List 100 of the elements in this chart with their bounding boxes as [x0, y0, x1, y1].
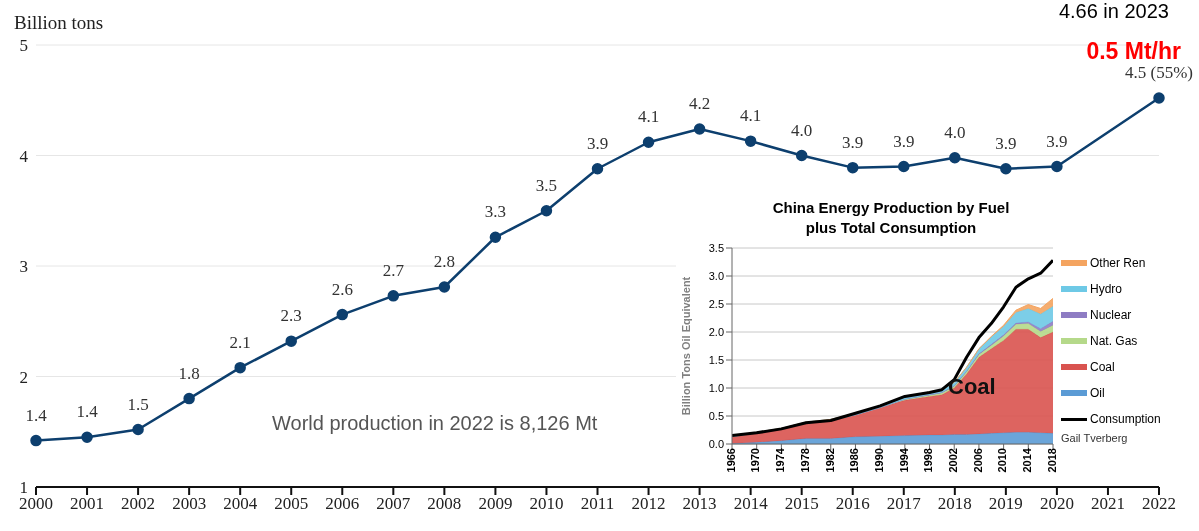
x-tick-label: 2010 — [996, 448, 1009, 473]
x-tick-label: 2016 — [835, 494, 870, 514]
point — [846, 161, 859, 174]
x-tick-label: 2011 — [580, 494, 615, 514]
x-tick-label: 1978 — [798, 448, 811, 473]
point — [540, 205, 553, 217]
annotation: Coal — [948, 374, 996, 400]
legend-label: Coal — [1090, 360, 1115, 374]
data-label: 1.4 — [25, 405, 48, 425]
x-tick-label: 2010 — [529, 494, 564, 514]
x-tick-label: 2015 — [784, 494, 819, 514]
point — [285, 335, 297, 347]
data-label: 1.8 — [178, 363, 200, 383]
x-tick-label: 2014 — [1021, 447, 1034, 473]
x-tick-label: 2019 — [988, 494, 1023, 514]
x-tick-label: 2003 — [172, 494, 207, 514]
y-tick-label: 1.5 — [708, 353, 724, 366]
point — [336, 308, 349, 321]
data-label: 4.1 — [637, 107, 660, 127]
point — [744, 135, 757, 147]
chart-title: China Energy Production by Fuel plus Total Consumption — [771, 198, 1011, 238]
data-label: 3.9 — [842, 132, 864, 152]
y-tick-label: 3 — [19, 257, 28, 277]
point — [132, 423, 144, 436]
y-tick-label: 0.0 — [708, 437, 724, 450]
x-tick-label: 2021 — [1090, 494, 1125, 514]
y-tick-label: 4 — [19, 146, 29, 166]
x-tick-label: 2009 — [478, 494, 513, 514]
x-tick-label: 1998 — [922, 448, 935, 473]
data-label: 2.8 — [433, 251, 455, 271]
y-axis-title: Billion tons — [14, 12, 104, 34]
x-tick-label: 1994 — [897, 447, 910, 473]
point — [591, 163, 604, 175]
data-label: 4.0 — [944, 122, 966, 142]
x-tick-label: 1990 — [872, 448, 885, 473]
x-tick-label: 1970 — [749, 448, 762, 473]
data-label: 3.3 — [484, 202, 507, 222]
x-tick-label: 2004 — [223, 494, 258, 514]
data-label: 3.9 — [995, 133, 1017, 153]
point — [489, 231, 502, 244]
data-label: 2.1 — [229, 332, 251, 352]
point — [438, 281, 451, 293]
x-tick-label: 2017 — [886, 494, 922, 514]
x-tick-label: 2005 — [274, 494, 309, 514]
annotation: World production in 2022 is 8,126 Mt — [272, 412, 598, 435]
legend-label: Other Ren — [1090, 256, 1146, 270]
point — [234, 361, 246, 374]
data-label: 2.7 — [382, 260, 405, 280]
legend-label: Nuclear — [1090, 308, 1132, 322]
point — [642, 136, 655, 148]
line-series — [732, 258, 1053, 438]
x-tick-label: 2006 — [971, 448, 984, 473]
y-tick-label: 0.5 — [708, 409, 724, 422]
x-tick-label: 2013 — [682, 494, 717, 514]
text: 4.66 in 2023 — [1058, 0, 1169, 23]
y-tick-label: 5 — [19, 36, 28, 56]
data-label: 4.1 — [740, 106, 762, 126]
data-label: 2.3 — [280, 306, 302, 326]
y-tick-label: 2.5 — [708, 297, 724, 310]
x-tick-label: 2007 — [376, 494, 411, 514]
x-tick-label: 2022 — [1142, 494, 1176, 514]
point — [1153, 92, 1165, 104]
data-label: 2.6 — [331, 279, 353, 299]
data-label: 1.4 — [76, 402, 99, 422]
data-label: 4.5 (55%) — [1125, 63, 1193, 83]
point — [387, 290, 400, 302]
point — [30, 434, 42, 447]
y-tick-label: 2.0 — [708, 325, 724, 338]
x-tick-label: 2018 — [937, 494, 972, 514]
point — [81, 431, 93, 444]
x-tick-label: 2002 — [947, 448, 960, 473]
x-tick-label: 1986 — [848, 448, 861, 473]
legend-label: Consumption — [1090, 412, 1161, 426]
data-label: 3.5 — [535, 175, 558, 195]
y-tick-label: 1.0 — [708, 381, 724, 394]
legend-label: Nat. Gas — [1090, 334, 1138, 348]
x-tick-label: 2012 — [631, 494, 666, 514]
y-tick-label: 3.0 — [708, 269, 724, 282]
x-tick-label: 2014 — [733, 494, 769, 514]
y-axis-title: Billion Tons Oil Equivalent — [679, 276, 692, 416]
data-label: 4.0 — [791, 120, 813, 140]
x-tick-label: 1982 — [823, 448, 836, 473]
point — [795, 149, 808, 162]
x-tick-label: 2020 — [1039, 494, 1074, 514]
point — [898, 160, 910, 173]
x-tick-label: 2001 — [70, 494, 105, 514]
data-label: 4.2 — [688, 93, 711, 113]
y-tick-label: 3.5 — [708, 241, 724, 254]
point — [1000, 163, 1012, 175]
x-tick-label: 1974 — [774, 447, 787, 473]
point — [693, 123, 706, 135]
point — [183, 392, 195, 405]
legend-label: Oil — [1090, 386, 1105, 400]
data-label: 3.9 — [586, 133, 609, 153]
y-tick-label: 2 — [19, 367, 28, 387]
x-tick-label: 2006 — [325, 494, 360, 514]
x-tick-label: 2018 — [1045, 448, 1058, 473]
legend-label: Hydro — [1090, 282, 1123, 296]
annotation: Gail Tverberg — [1061, 432, 1129, 444]
x-tick-label: 2002 — [121, 494, 156, 514]
